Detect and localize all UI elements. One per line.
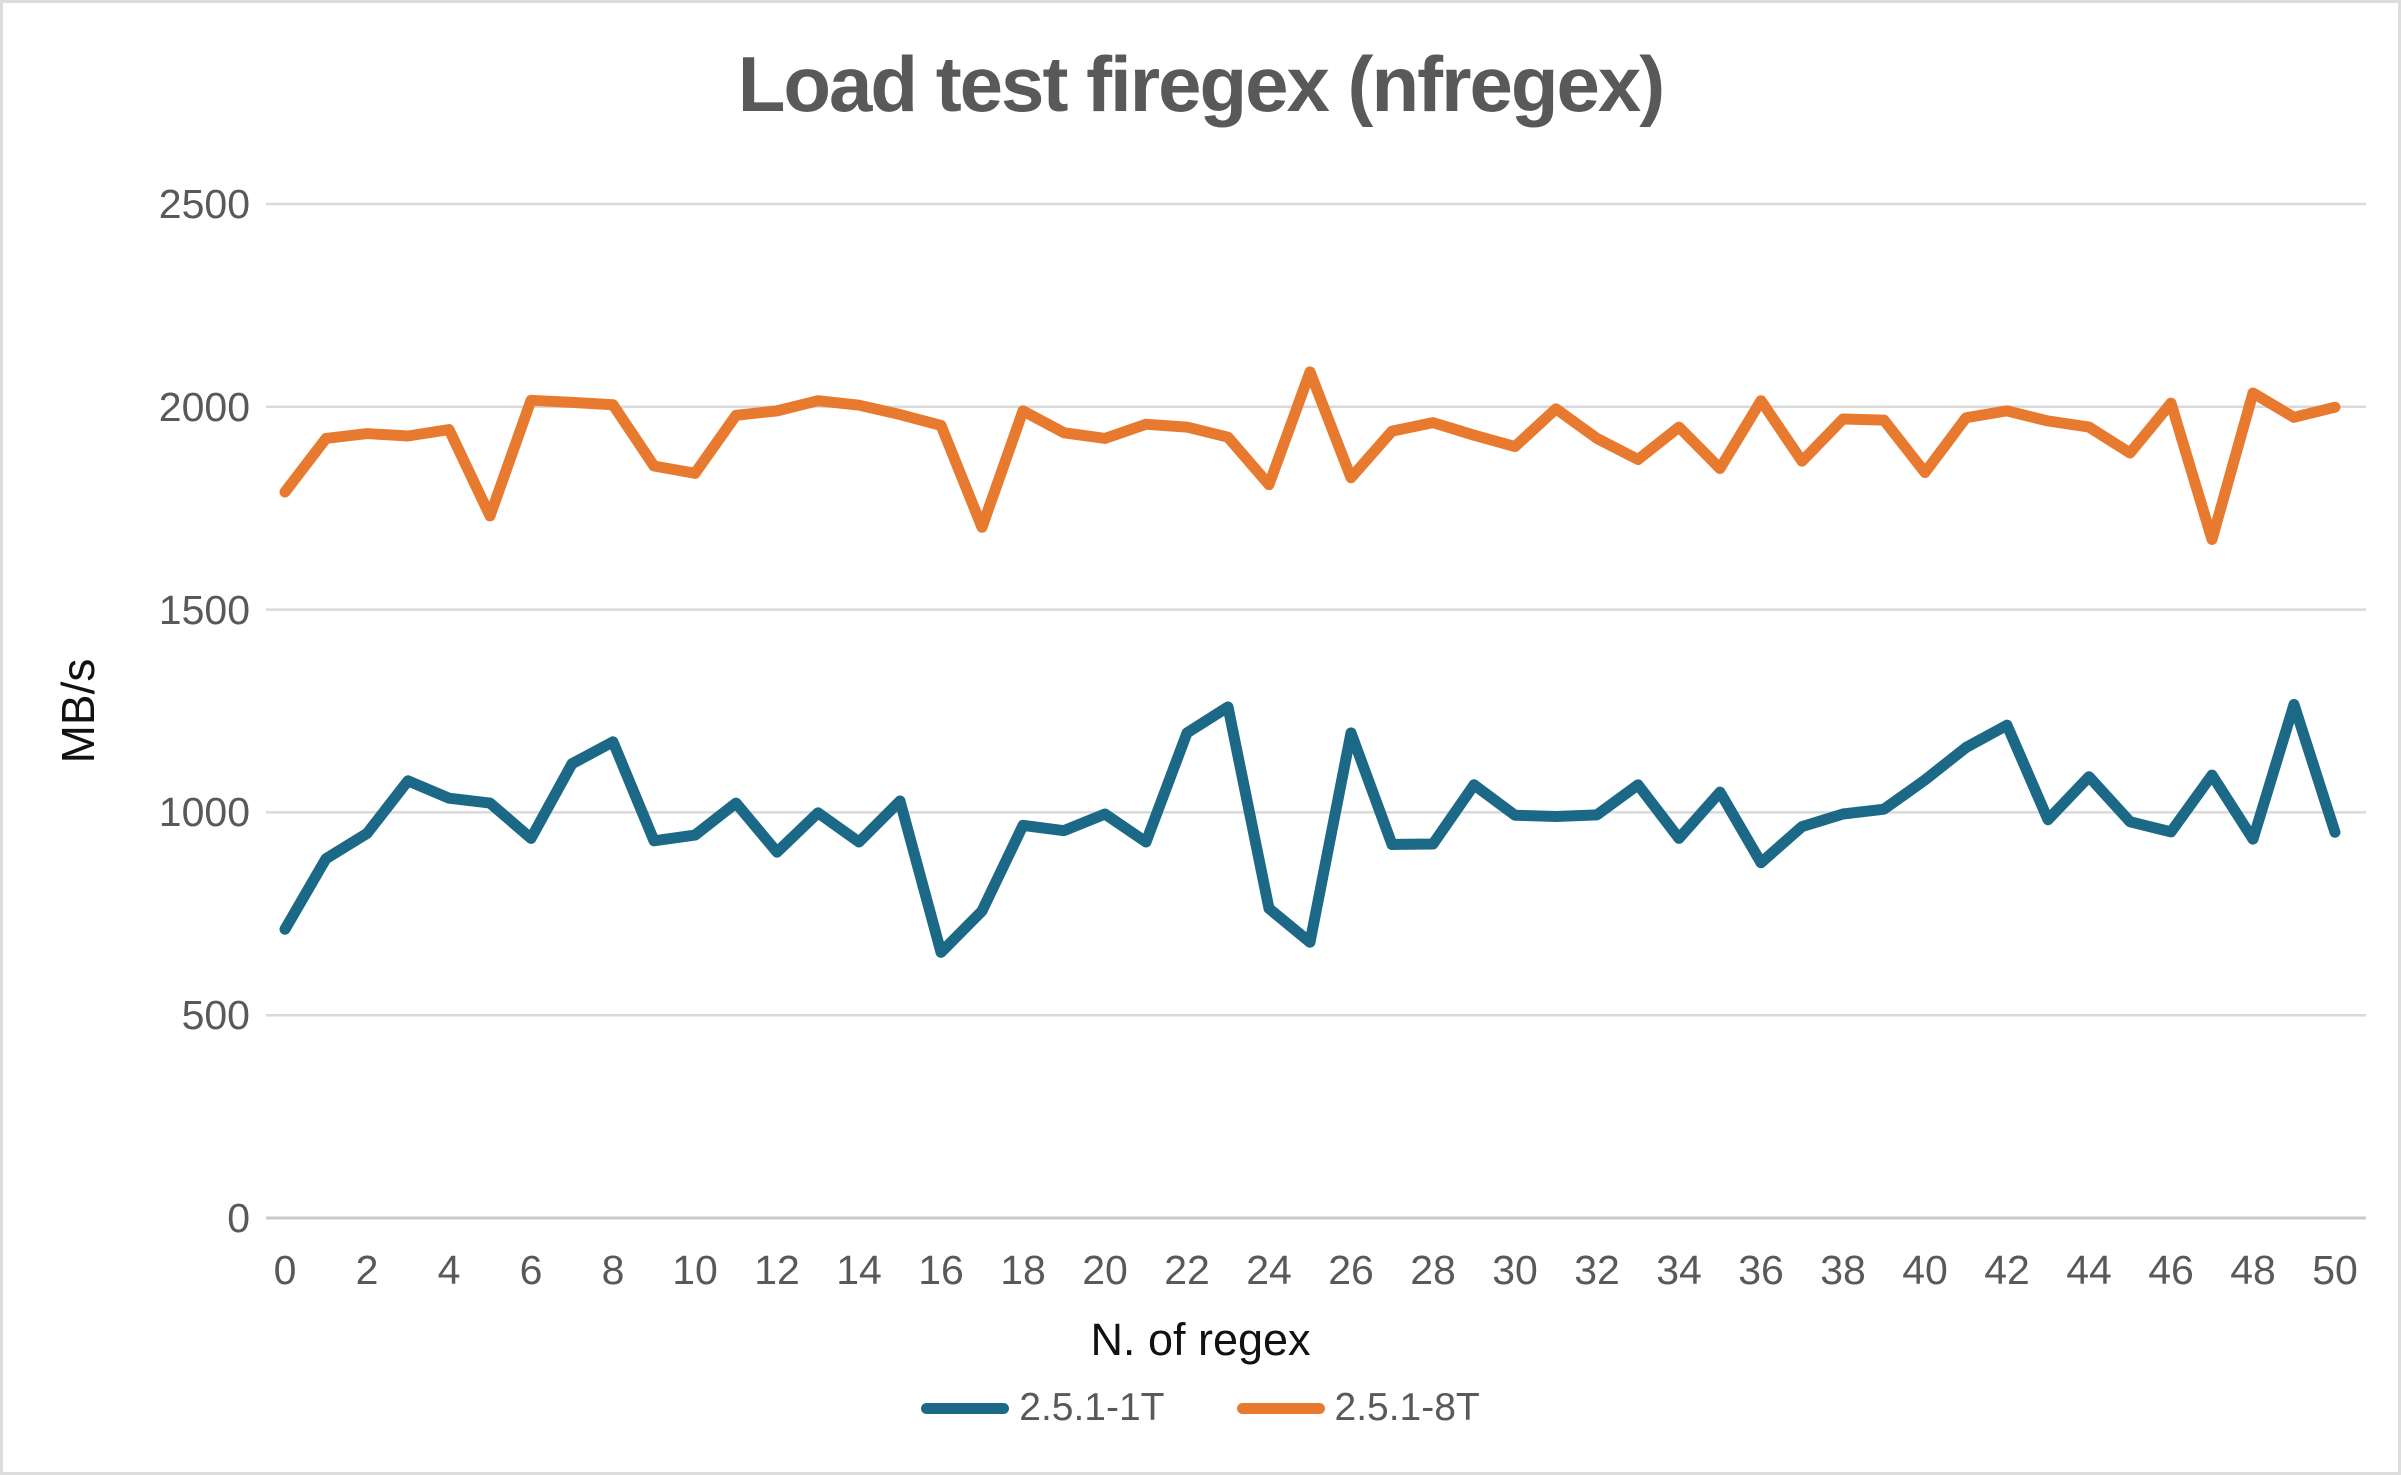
legend: 2.5.1-1T 2.5.1-8T xyxy=(3,1386,2398,1430)
x-tick-label: 24 xyxy=(1246,1247,1292,1293)
x-tick-label: 2 xyxy=(355,1247,379,1293)
series-line-2.5.1-8T xyxy=(279,366,2341,545)
plot-area xyxy=(266,202,2366,1220)
x-tick-label: 36 xyxy=(1738,1247,1784,1293)
x-tick-label: 32 xyxy=(1574,1247,1620,1293)
x-tick-label: 20 xyxy=(1082,1247,1128,1293)
y-tick-label: 0 xyxy=(227,1195,250,1241)
x-tick-label: 12 xyxy=(754,1247,800,1293)
x-axis-title: N. of regex xyxy=(1090,1314,1311,1365)
y-tick-label: 2000 xyxy=(158,383,250,430)
legend-item-2.5.1-8T: 2.5.1-8T xyxy=(1236,1386,1480,1430)
x-tick-label: 8 xyxy=(601,1247,625,1293)
x-tick-label: 46 xyxy=(2148,1247,2194,1293)
x-tick-label: 6 xyxy=(519,1247,543,1293)
x-tick-label: 44 xyxy=(2066,1247,2112,1293)
x-tick-label: 48 xyxy=(2230,1247,2276,1293)
legend-label: 2.5.1-8T xyxy=(1334,1386,1480,1429)
legend-swatch-icon xyxy=(921,1402,1010,1414)
x-tick-label: 50 xyxy=(2312,1247,2358,1293)
x-tick-label: 26 xyxy=(1328,1247,1374,1293)
series-line-2.5.1-1T xyxy=(279,699,2341,958)
x-tick-label: 18 xyxy=(1000,1247,1046,1293)
x-tick-label: 30 xyxy=(1492,1247,1538,1293)
y-tick-label: 1000 xyxy=(158,789,250,836)
x-tick-label: 4 xyxy=(437,1247,461,1293)
x-tick-label: 0 xyxy=(273,1247,297,1293)
x-tick-label: 42 xyxy=(1984,1247,2030,1293)
chart-title: Load test firegex (nfregex) xyxy=(737,40,1666,128)
x-tick-label: 22 xyxy=(1164,1247,1210,1293)
legend-swatch-icon xyxy=(1236,1402,1325,1414)
y-tick-label: 2500 xyxy=(158,181,250,227)
x-tick-label: 38 xyxy=(1820,1247,1866,1293)
x-tick-label: 40 xyxy=(1902,1247,1948,1293)
x-tick-label: 10 xyxy=(672,1247,718,1293)
x-tick-label: 16 xyxy=(918,1247,964,1293)
x-tick-label: 28 xyxy=(1410,1247,1456,1293)
y-tick-label: 1500 xyxy=(158,586,250,633)
x-tick-label: 34 xyxy=(1656,1247,1702,1293)
y-tick-label: 500 xyxy=(181,992,250,1039)
legend-item-2.5.1-1T: 2.5.1-1T xyxy=(921,1386,1165,1430)
x-tick-label: 14 xyxy=(836,1247,882,1293)
y-axis-title: MB/s xyxy=(52,658,104,764)
legend-label: 2.5.1-1T xyxy=(1019,1386,1165,1429)
